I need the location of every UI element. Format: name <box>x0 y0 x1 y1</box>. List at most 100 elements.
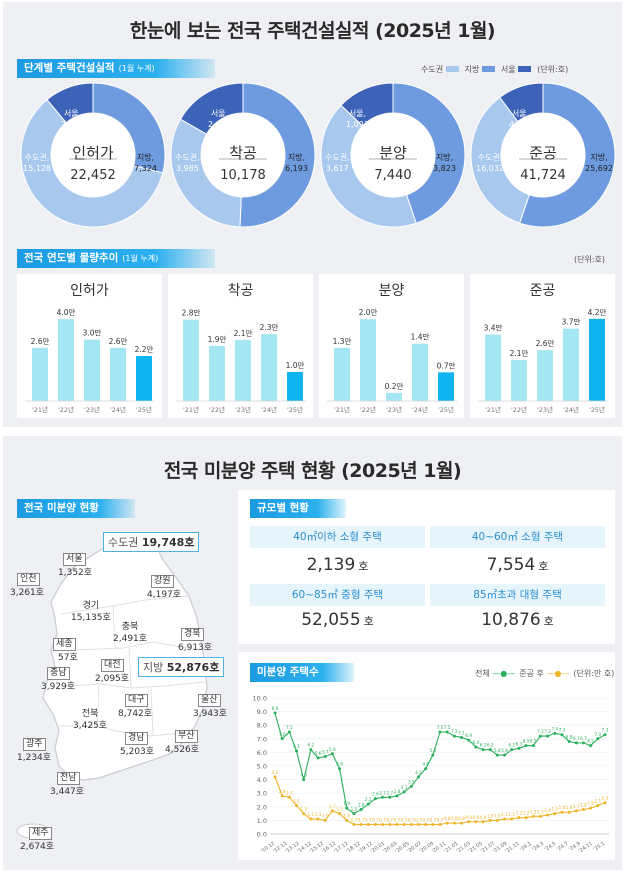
trend-point-1-2 <box>280 737 284 741</box>
trend-point-2-24 <box>438 822 442 826</box>
trend-label-2-23: 0.7 <box>429 817 436 822</box>
trend-label-1-44: 6.7 <box>580 736 587 741</box>
bar-1-5 <box>136 356 152 401</box>
trend-point-2-38 <box>538 814 542 818</box>
bar-label-3-5: 0.7만 <box>437 361 456 370</box>
trend-point-2-1 <box>273 775 277 779</box>
trend-label-2-27: 0.8 <box>458 816 465 821</box>
legend-item-local: 지방 <box>465 64 497 75</box>
size-head-3: 60~85㎡ 중형 주택 <box>250 584 425 606</box>
donut-1-total: 22,452 <box>70 168 116 183</box>
trend-label-2-20: 0.7 <box>408 817 415 822</box>
trend-label-1-6: 6.2 <box>308 743 315 748</box>
trend-label-1-41: 7.3 <box>559 728 566 733</box>
trend-label-2-17: 0.7 <box>386 817 393 822</box>
trend-point-1-10 <box>338 767 342 771</box>
trend-point-1-22 <box>424 767 428 771</box>
trend-label-1-46: 7.0 <box>594 732 601 737</box>
trend-point-1-35 <box>517 746 521 750</box>
yearly-card-sale-title: 분양 <box>378 283 405 299</box>
donut-4-total: 41,724 <box>520 168 566 183</box>
region-sejong-value: 57호 <box>58 653 78 663</box>
trend-point-2-21 <box>416 822 420 826</box>
region-jeju: 제주 <box>29 827 52 840</box>
bar-3-4 <box>412 343 428 401</box>
trend-point-2-46 <box>596 803 600 807</box>
yearly-unit: (단위:호) <box>574 255 606 264</box>
bar-label-1-3: 3.0만 <box>83 329 102 338</box>
size-value-4: 10,876 호 <box>481 610 554 630</box>
trend-point-1-31 <box>488 748 492 752</box>
trend-point-1-15 <box>373 797 377 801</box>
trend-label-1-5: 4.0 <box>300 773 307 778</box>
trend-label-2-45: 1.9 <box>587 801 594 806</box>
trend-point-2-23 <box>431 822 435 826</box>
trend-label-1-25: 7.5 <box>444 725 451 730</box>
trend-label-2-43: 1.7 <box>573 804 580 809</box>
region-ulsan-value: 3,943호 <box>193 709 228 719</box>
size-value-2: 7,554 호 <box>486 555 549 575</box>
trend-point-1-38 <box>538 734 542 738</box>
bar-3-3 <box>386 392 402 401</box>
yearly-bar-charts: 2.6만 '21년 4.0만 '22년 3.0만 '23년 2.6만 '24년 2.2만 '25년… <box>25 308 608 414</box>
trend-point-1-40 <box>553 731 557 735</box>
trend-label-1-34: 6.2 <box>508 743 515 748</box>
trend-point-1-33 <box>503 753 507 757</box>
trend-point-1-5 <box>302 778 306 782</box>
unsold-trend-chart: 0.01.02.03.04.05.06.07.08.09.010.0'10.12… <box>253 695 609 855</box>
trend-point-1-20 <box>409 784 413 788</box>
bar-category-2-5: '25년 <box>287 405 303 414</box>
trend-label-2-39: 1.4 <box>544 808 551 813</box>
page-title: 한눈에 보는 전국 주택건설실적 (2025년 1월) <box>129 20 496 42</box>
trend-point-2-47 <box>603 801 607 805</box>
trend-label-2-42: 1.6 <box>566 805 573 810</box>
trend-label-2-10: 1.5 <box>336 807 343 812</box>
donut-2-hole <box>201 113 285 197</box>
trend-point-1-32 <box>495 753 499 757</box>
bar-2-5 <box>287 371 303 401</box>
trend-point-2-39 <box>546 813 550 817</box>
trend-point-1-23 <box>431 753 435 757</box>
trend-label-2-40: 1.5 <box>551 807 558 812</box>
trend-label-1-9: 5.9 <box>329 747 336 752</box>
region-border-lines <box>59 595 206 737</box>
yearly-card-start-title: 착공 <box>227 283 254 299</box>
trend-point-1-4 <box>295 749 299 753</box>
trend-label-1-27: 7.1 <box>458 730 465 735</box>
stage-section-header: 단계별 주택건설실적 (1월 누계) <box>17 59 215 78</box>
trend-point-2-7 <box>316 817 320 821</box>
trend-point-2-44 <box>581 808 585 812</box>
bar-label-3-2: 2.0만 <box>359 308 378 317</box>
trend-point-2-35 <box>517 816 521 820</box>
trend-point-1-37 <box>531 744 535 748</box>
trend-point-2-31 <box>488 818 492 822</box>
trend-point-2-6 <box>309 817 313 821</box>
bar-4-4 <box>563 328 579 401</box>
trend-point-2-20 <box>409 822 413 826</box>
trend-point-2-8 <box>323 818 327 822</box>
donut-2-metro-label: 수도권, 3,985 <box>175 153 200 173</box>
region-gangwon-value: 4,197호 <box>147 590 182 600</box>
bar-category-4-5: '25년 <box>589 405 605 414</box>
trend-point-2-3 <box>287 795 291 799</box>
trend-point-1-11 <box>345 806 349 810</box>
trend-section-header: 미분양 주택수 <box>250 663 354 682</box>
trend-label-1-40: 7.4 <box>551 726 558 731</box>
donut-2-seoul-label: 서울, 2,044 <box>208 109 231 129</box>
trend-point-2-16 <box>381 822 385 826</box>
trend-label-2-12: 0.7 <box>351 817 358 822</box>
trend-ytick-3: 2.0 <box>257 803 267 811</box>
trend-label-1-17: 2.7 <box>386 790 393 795</box>
trend-xtick-25: '24.7 <box>556 841 570 853</box>
trend-point-2-25 <box>445 821 449 825</box>
summary-metro: 수도권 19,748호 <box>103 532 200 552</box>
trend-label-1-32: 5.8 <box>494 748 501 753</box>
trend-label-2-13: 0.7 <box>358 817 365 822</box>
donut-charts <box>20 82 616 228</box>
trend-point-1-45 <box>589 744 593 748</box>
size-value-1: 2,139 호 <box>306 555 369 575</box>
trend-label-2-35: 1.2 <box>516 811 523 816</box>
trend-label-1-13: 1.8 <box>358 803 365 808</box>
legend-swatch-metro <box>445 66 459 72</box>
bar-label-2-5: 1.0만 <box>286 361 305 370</box>
